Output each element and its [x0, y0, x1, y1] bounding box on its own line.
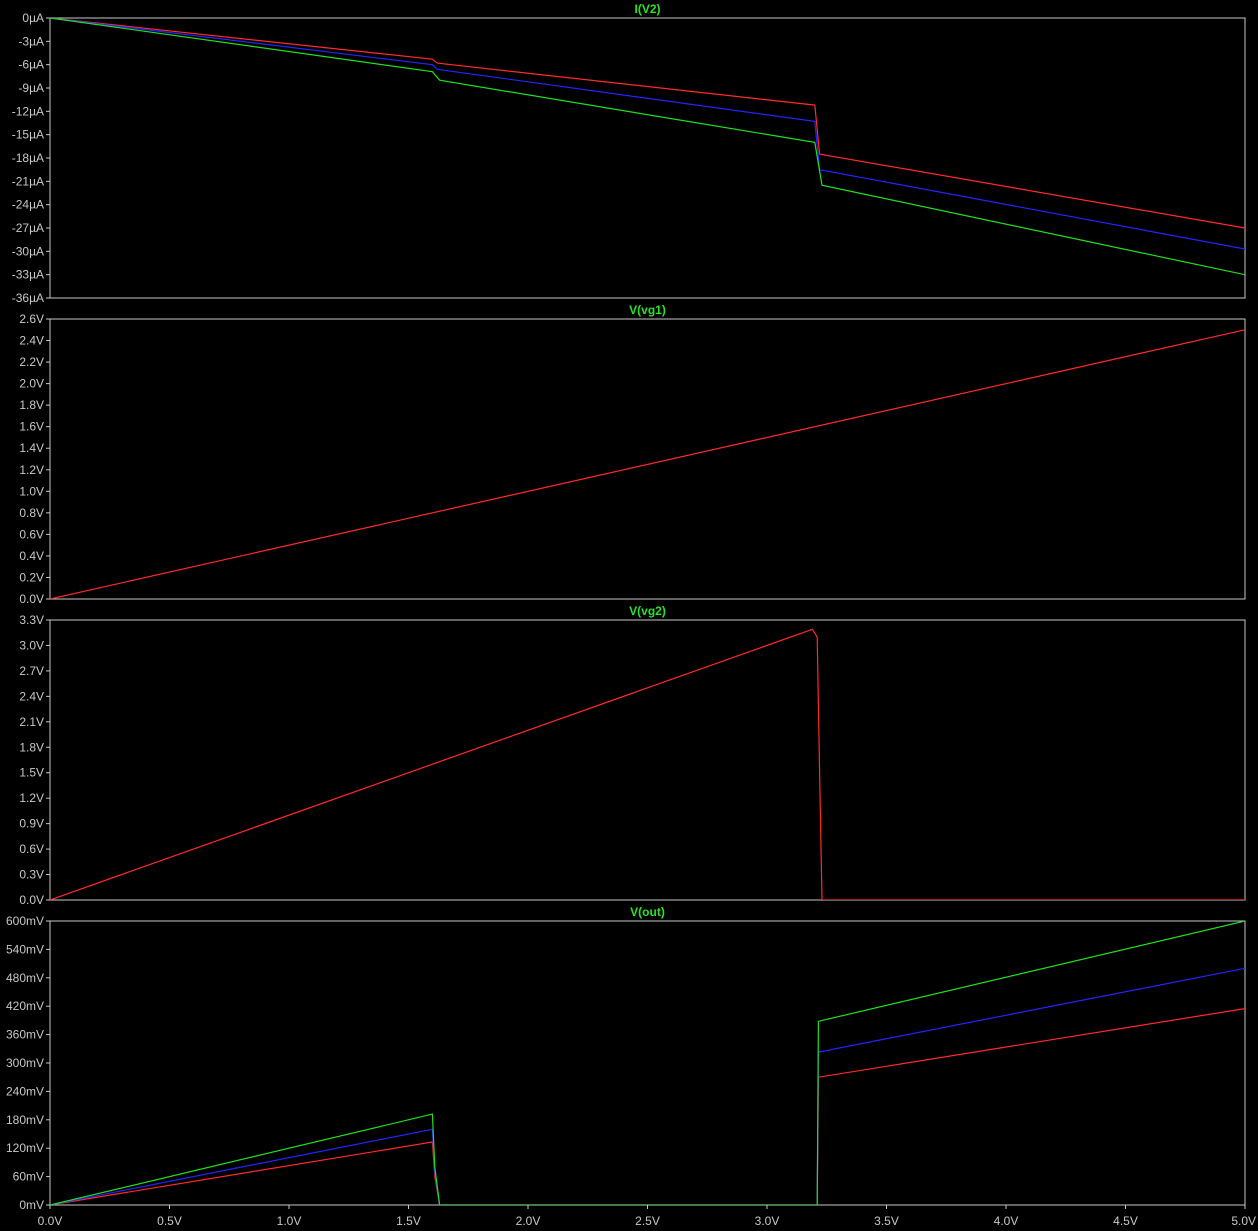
x-tick-label: 2.0V — [516, 1214, 541, 1228]
y-tick-label: -36µA — [12, 291, 44, 305]
y-tick-label: 2.7V — [19, 664, 44, 678]
y-tick-label: 0.8V — [19, 506, 44, 520]
x-tick-label: 1.5V — [396, 1214, 421, 1228]
y-tick-label: 180mV — [6, 1113, 44, 1127]
y-tick-label: 0.4V — [19, 549, 44, 563]
y-tick-label: 300mV — [6, 1056, 44, 1070]
y-tick-label: 240mV — [6, 1084, 44, 1098]
y-tick-label: 2.4V — [19, 334, 44, 348]
y-tick-label: 0.6V — [19, 527, 44, 541]
x-tick-label: 1.0V — [277, 1214, 302, 1228]
x-tick-label: 4.5V — [1113, 1214, 1138, 1228]
x-tick-label: 0.5V — [157, 1214, 182, 1228]
y-tick-label: -12µA — [12, 104, 44, 118]
pane-title: V(out) — [630, 905, 665, 919]
x-tick-label: 2.5V — [635, 1214, 660, 1228]
y-tick-label: 0.9V — [19, 817, 44, 831]
x-axis: 0.0V 0.5V 1.0V 1.5V 2.0V 2.5V 3.0V 3.5V 4.0V 4.5V… — [38, 1205, 1256, 1228]
y-tick-label: 0.2V — [19, 570, 44, 584]
y-tick-label: 1.6V — [19, 420, 44, 434]
y-tick-label: 1.2V — [19, 463, 44, 477]
x-tick-label: 4.0V — [994, 1214, 1019, 1228]
y-tick-label: -18µA — [12, 151, 44, 165]
y-tick-label: 1.0V — [19, 484, 44, 498]
pane-frame — [49, 318, 1246, 600]
pane-4: V(out) 600mV 540mV 480mV 420mV 360mV 300mV 240m… — [6, 905, 1246, 1212]
y-tick-label: 1.2V — [19, 791, 44, 805]
y-tick-label: 0mV — [19, 1198, 44, 1212]
series-line-1 — [50, 18, 1245, 229]
y-tick-label: 1.8V — [19, 740, 44, 754]
y-tick-label: 0.6V — [19, 842, 44, 856]
pane-title: V(vg1) — [629, 303, 666, 317]
y-tick-label: -27µA — [12, 221, 44, 235]
y-tick-label: 2.4V — [19, 689, 44, 703]
y-tick-label: -24µA — [12, 198, 44, 212]
y-tick-label: 540mV — [6, 942, 44, 956]
y-tick-label: -33µA — [12, 268, 44, 282]
y-tick-label: 60mV — [13, 1170, 44, 1184]
y-tick-label: 0.3V — [19, 868, 44, 882]
y-tick-label: -30µA — [12, 244, 44, 258]
y-tick-label: 360mV — [6, 1028, 44, 1042]
y-tick-label: -15µA — [12, 128, 44, 142]
y-tick-label: -3µA — [18, 34, 44, 48]
x-tick-label: 5.0V — [1231, 1214, 1256, 1228]
y-tick-label: 2.0V — [19, 377, 44, 391]
plot-panes: I(V2) 0µA -3µA -6µA -9µA -12µA -15µA -18µA -21µA… — [6, 2, 1246, 1212]
series-line-1 — [50, 329, 1245, 599]
y-tick-label: 600mV — [6, 914, 44, 928]
y-tick-label: -21µA — [12, 174, 44, 188]
y-tick-label: 120mV — [6, 1141, 44, 1155]
x-tick-label: 0.0V — [38, 1214, 63, 1228]
x-tick-label: 3.5V — [874, 1214, 899, 1228]
pane-title: V(vg2) — [629, 604, 666, 618]
y-tick-label: 2.2V — [19, 355, 44, 369]
pane-frame — [49, 619, 1246, 901]
pane-title: I(V2) — [634, 2, 660, 16]
x-tick-label: 3.0V — [755, 1214, 780, 1228]
y-tick-label: 0.0V — [19, 592, 44, 606]
y-tick-label: 1.4V — [19, 441, 44, 455]
y-tick-label: 1.8V — [19, 398, 44, 412]
series-line-3 — [50, 18, 1245, 276]
y-tick-label: 2.6V — [19, 312, 44, 326]
y-tick-label: 3.0V — [19, 638, 44, 652]
series-line-1 — [50, 628, 1245, 900]
pane-3: V(vg2) 3.3V 3.0V 2.7V 2.4V 2.1V 1.8V 1.5V 1.2V 0.… — [19, 604, 1246, 907]
y-tick-label: -6µA — [18, 58, 44, 72]
y-tick-label: 0µA — [22, 11, 44, 25]
y-tick-label: 2.1V — [19, 715, 44, 729]
y-tick-label: 3.3V — [19, 613, 44, 627]
series-line-3 — [50, 921, 1245, 1205]
pane-2: V(vg1) 2.6V 2.4V 2.2V 2.0V 1.8V 1.6V 1.4V 1.2V 1.… — [19, 303, 1246, 606]
y-tick-label: 420mV — [6, 999, 44, 1013]
y-tick-label: 1.5V — [19, 766, 44, 780]
y-tick-label: 480mV — [6, 971, 44, 985]
pane-1: I(V2) 0µA -3µA -6µA -9µA -12µA -15µA -18µA -21µA… — [12, 2, 1246, 305]
series-line-2 — [50, 18, 1245, 250]
y-tick-label: 0.0V — [19, 893, 44, 907]
y-tick-label: -9µA — [18, 81, 44, 95]
